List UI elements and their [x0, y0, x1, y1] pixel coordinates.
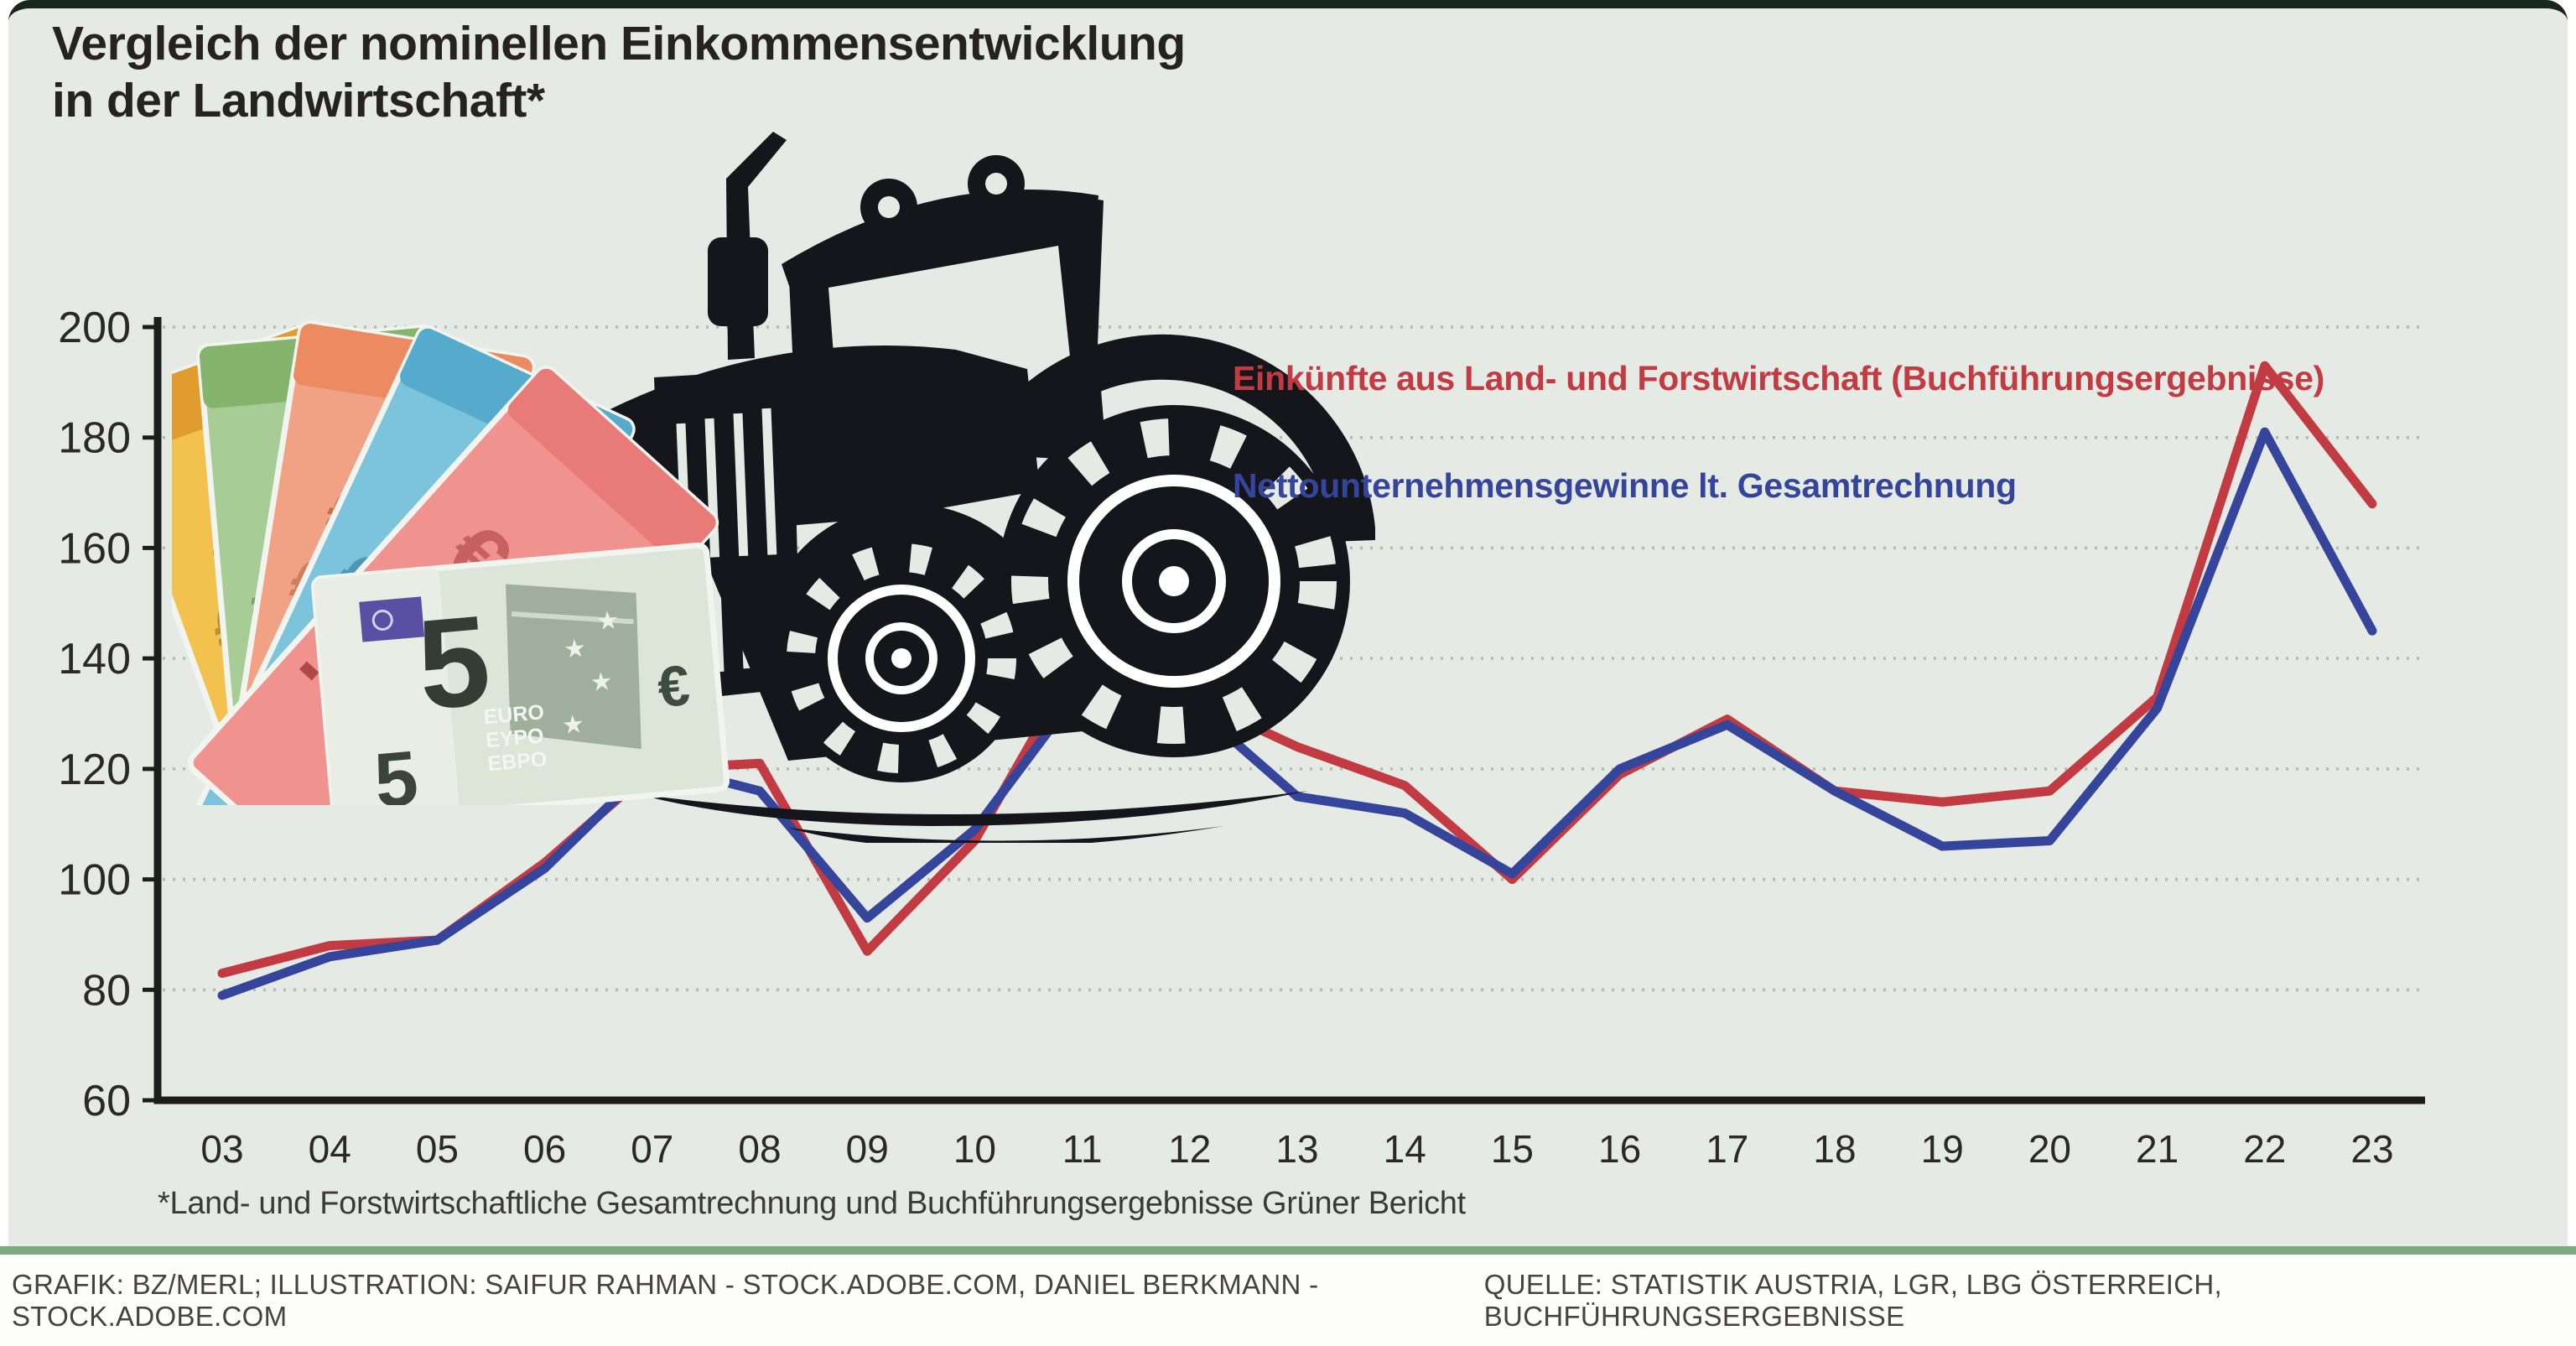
legend-label-blue: Nettounternehmensgewinne lt. Gesamtrechn…: [1233, 466, 2017, 505]
x-tick-label: 07: [631, 1127, 673, 1171]
svg-text:EBPO: EBPO: [486, 747, 548, 776]
svg-text:★: ★: [589, 668, 614, 697]
ground-swoosh: [637, 791, 1308, 826]
muffler: [708, 237, 768, 326]
large-5: 5: [413, 589, 496, 737]
y-tick-label: 140: [58, 635, 131, 683]
x-tick-label: 23: [2350, 1127, 2393, 1171]
x-tick-label: 20: [2028, 1127, 2071, 1171]
credits-source: QUELLE: STATISTIK AUSTRIA, LGR, LBG ÖSTE…: [1483, 1268, 2222, 1332]
series-line-nettounternehmensgewinne: [217, 427, 2377, 1000]
x-tick-label: 09: [846, 1127, 889, 1171]
x-tick-label: 21: [2136, 1127, 2179, 1171]
x-tick-label: 18: [1813, 1127, 1856, 1171]
credits-graphics: GRAFIK: BZ/MERL; ILLUSTRATION: SAIFUR RA…: [12, 1268, 1319, 1332]
svg-text:★: ★: [561, 710, 586, 740]
euro-scripts: EURO EYPO EBPO: [483, 700, 548, 776]
y-tick-label: 60: [82, 1077, 131, 1125]
y-tick-label: 160: [58, 524, 131, 573]
footnote: *Land- und Forstwirtschaftliche Gesamtre…: [158, 1186, 1466, 1221]
banknote-five-euro-front: 5 ★ ★ ★ ★ EURO EYPO EBPO 5 €: [311, 542, 730, 805]
x-tick-label: 10: [953, 1127, 996, 1171]
x-tick-label: 11: [1062, 1127, 1103, 1171]
x-tick-label: 16: [1598, 1127, 1641, 1171]
y-tick-label: 80: [82, 966, 131, 1015]
title-line-2: in der Landwirtschaft*: [52, 74, 545, 128]
legend-label-red: Einkünfte aus Land- und Forstwirtschaft …: [1233, 359, 2324, 398]
x-tick-label: 17: [1706, 1127, 1748, 1171]
credits-bar: GRAFIK: BZ/MERL; ILLUSTRATION: SAIFUR RA…: [0, 1246, 2576, 1346]
x-tick-label: 22: [2243, 1127, 2286, 1171]
small-5: 5: [371, 735, 422, 805]
chart-title: Vergleich der nominellen Einkommensentwi…: [52, 15, 1186, 130]
y-tick-label: 120: [58, 746, 131, 794]
y-tick-label: 180: [58, 414, 131, 463]
x-tick-label: 14: [1384, 1127, 1426, 1171]
gateway-arch: [506, 584, 641, 750]
svg-text:★: ★: [563, 635, 588, 664]
x-tick-label: 05: [416, 1127, 459, 1171]
front-wheel: [777, 534, 1026, 782]
x-tick-label: 12: [1168, 1127, 1211, 1171]
svg-text:EURO: EURO: [483, 700, 545, 729]
euro-sign: €: [655, 653, 692, 720]
svg-text:★: ★: [595, 606, 621, 636]
title-line-1: Vergleich der nominellen Einkommensentwi…: [52, 17, 1186, 70]
rear-wheel: [998, 405, 1350, 757]
x-tick-label: 03: [200, 1127, 243, 1171]
y-tick-label: 200: [58, 304, 131, 352]
rear-fender: [985, 334, 1375, 543]
x-tick-label: 15: [1491, 1127, 1534, 1171]
front-fender: [767, 503, 1041, 619]
y-tick-label: 100: [58, 856, 131, 905]
roof-beam: [782, 189, 1098, 298]
svg-text:EYPO: EYPO: [485, 724, 545, 752]
x-tick-label: 19: [1921, 1127, 1964, 1171]
x-tick-label: 06: [523, 1127, 566, 1171]
x-tick-label: 13: [1275, 1127, 1318, 1171]
x-tick-label: 04: [309, 1127, 351, 1171]
x-tick-label: 08: [738, 1127, 781, 1171]
ground-swoosh: [788, 826, 1224, 843]
euro-banknotes-icon: € € € € € € € € 5 ★ ★ ★: [172, 320, 730, 805]
